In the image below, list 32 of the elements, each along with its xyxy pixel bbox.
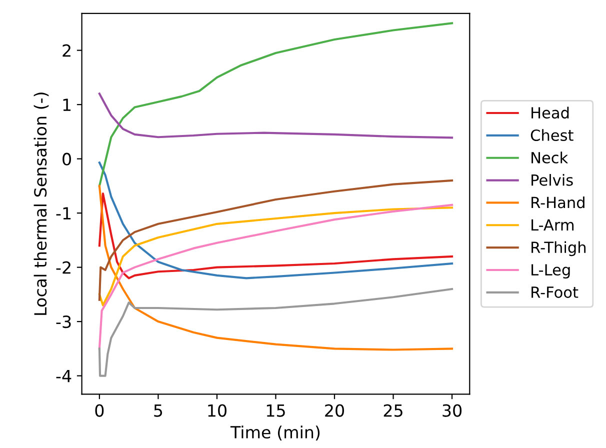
line-series [98, 162, 454, 280]
y-tick-label: 2 [62, 44, 70, 57]
legend-label: L-Arm [532, 219, 574, 230]
line-series [98, 179, 454, 301]
x-tick-label: 10 [208, 404, 226, 417]
y-tick-label: -1 [56, 207, 71, 220]
y-tick-label: -2 [56, 261, 70, 274]
legend-label: R-Thigh [532, 241, 586, 256]
y-tick-label: 1 [63, 98, 71, 111]
legend-label: Head [532, 106, 569, 119]
y-tick-label: -4 [56, 370, 72, 382]
x-tick-label: 30 [442, 404, 462, 417]
x-tick-label: 5 [154, 404, 162, 417]
legend-label: R-Hand [532, 196, 584, 208]
y-tick-label: -3 [56, 316, 71, 328]
legend-label: R-Foot [532, 286, 578, 298]
legend-label: Neck [532, 152, 568, 164]
y-axis-title: Local thermal Sensation (-) [34, 92, 49, 315]
line-series [98, 288, 454, 377]
line-series [98, 206, 454, 306]
x-tick-label: 20 [325, 404, 344, 417]
line-series [98, 22, 454, 187]
legend-label: L-Leg [532, 264, 570, 279]
x-axis-title: Time (min) [230, 426, 320, 441]
x-tick-label: 0 [95, 404, 104, 417]
line-series [98, 192, 454, 280]
legend-label: Chest [530, 129, 574, 141]
x-tick-label: 15 [266, 404, 285, 417]
line-series [98, 92, 454, 139]
x-tick-label: 25 [384, 404, 402, 417]
y-tick-label: 0 [62, 152, 71, 166]
legend-label: Pelvis [532, 174, 573, 186]
